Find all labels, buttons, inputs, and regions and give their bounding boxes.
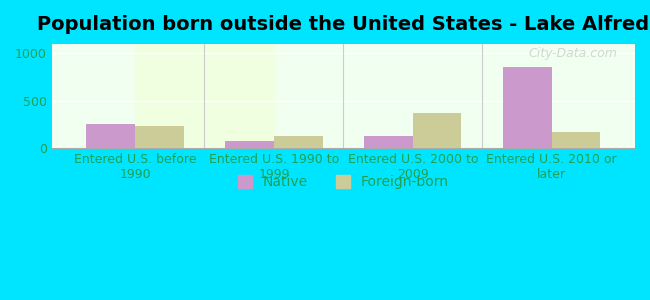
Bar [135,126,184,148]
Bar [226,141,274,148]
Bar [135,0,274,148]
Title: Population born outside the United States - Lake Alfred: Population born outside the United State… [37,15,649,34]
Bar [364,136,413,148]
Bar [274,136,322,148]
Bar [503,67,552,148]
Bar [413,113,462,148]
Bar [552,132,601,148]
Legend: Native, Foreign-born: Native, Foreign-born [232,170,454,195]
Bar [86,124,135,148]
Text: City-Data.com: City-Data.com [528,47,618,60]
